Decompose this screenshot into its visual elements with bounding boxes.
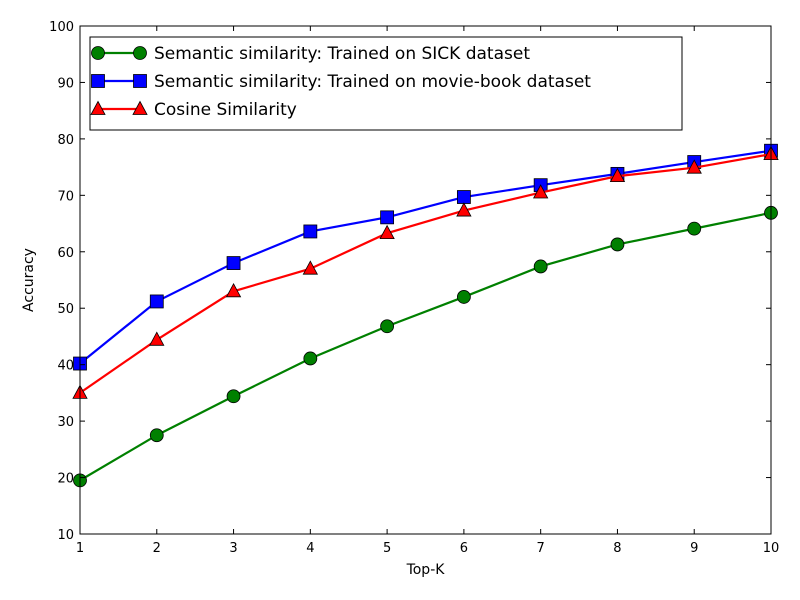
x-tick-label: 2 [153, 541, 161, 556]
data-point [533, 259, 548, 274]
legend-entry: Cosine Similarity [90, 100, 297, 120]
data-point [532, 184, 549, 199]
legend-label: Cosine Similarity [154, 100, 297, 120]
data-point [302, 260, 319, 275]
data-point [456, 290, 471, 304]
legend-entry: Semantic similarity: Trained on movie-bo… [91, 72, 591, 92]
y-tick-label: 80 [57, 133, 74, 148]
data-point [225, 282, 242, 298]
data-point [456, 202, 472, 217]
y-tick-label: 20 [57, 472, 74, 487]
y-tick-label: 40 [57, 359, 74, 374]
data-point [609, 167, 626, 183]
data-point [686, 159, 702, 174]
x-tick-label: 5 [383, 541, 391, 556]
y-tick-label: 10 [57, 528, 74, 543]
y-tick-label: 90 [57, 76, 74, 91]
legend-marker [90, 100, 106, 115]
x-axis-label: Top-K [406, 562, 446, 578]
series-1 [73, 205, 778, 488]
y-tick-label: 70 [57, 189, 74, 204]
y-tick-label: 60 [57, 246, 74, 261]
legend-entry: Semantic similarity: Trained on SICK dat… [91, 44, 530, 64]
x-tick-label: 6 [460, 541, 468, 556]
ticks-layer: 1 2 3 4 5 6 7 8 9 10 10 20 30 40 50 60 70 80 90 100 [49, 20, 779, 556]
x-tick-label: 3 [229, 541, 237, 556]
series-line [79, 211, 772, 482]
series-line [79, 153, 772, 394]
x-tick-label: 7 [537, 541, 545, 556]
data-point [379, 224, 395, 240]
y-tick-label: 100 [49, 20, 74, 35]
data-point [303, 351, 318, 366]
legend-marker [91, 74, 105, 88]
legend-box [89, 36, 683, 131]
data-point [610, 237, 625, 252]
legend-label: Semantic similarity: Trained on movie-bo… [154, 72, 591, 92]
data-point [226, 389, 241, 404]
data-point [226, 256, 241, 270]
data-point [380, 210, 395, 225]
x-tick-label: 9 [690, 541, 698, 556]
y-axis-label: Accuracy [21, 248, 37, 312]
data-point [687, 221, 702, 236]
x-tick-label: 4 [306, 541, 314, 556]
y-tick-label: 50 [57, 302, 74, 317]
legend-marker [132, 100, 148, 115]
legend-marker [133, 74, 147, 88]
legend-marker [91, 46, 105, 60]
plot-frame [79, 25, 772, 535]
legend: Semantic similarity: Trained on SICK dat… [89, 36, 683, 131]
legend-marker [133, 46, 147, 60]
x-tick-label: 10 [763, 541, 780, 556]
y-tick-label: 30 [57, 415, 74, 430]
data-point [149, 331, 165, 346]
legend-label: Semantic similarity: Trained on SICK dat… [154, 44, 530, 64]
x-tick-label: 8 [613, 541, 621, 556]
data-point [149, 294, 164, 309]
series-layer [72, 143, 779, 488]
data-point [303, 224, 318, 239]
data-point [380, 319, 395, 334]
data-point [149, 428, 164, 443]
x-tick-label: 1 [76, 541, 84, 556]
series-line [79, 149, 772, 365]
data-point [456, 190, 471, 204]
